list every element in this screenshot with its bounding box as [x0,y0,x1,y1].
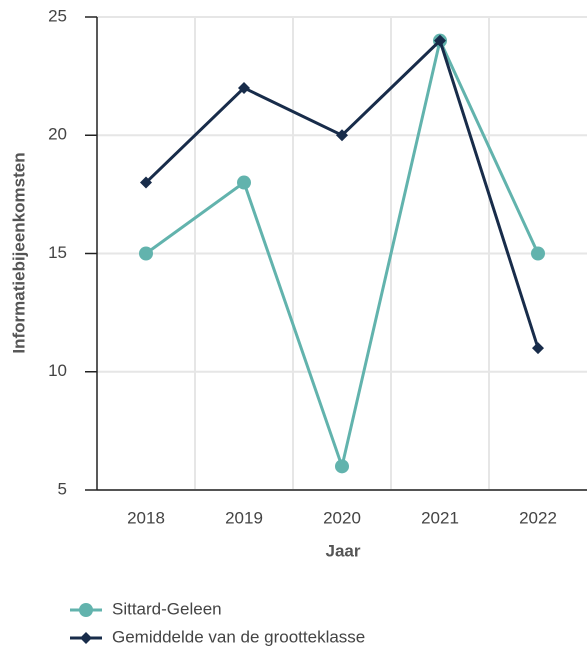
x-tick-label: 2021 [421,508,459,527]
y-tick-label: 10 [48,361,67,380]
marker [335,459,349,474]
marker [79,603,93,617]
marker [434,34,446,47]
marker [237,175,251,190]
y-axis-label: Informatiebijeenkomsten [9,152,28,353]
marker [531,246,545,261]
y-tick-label: 5 [58,479,67,498]
marker [80,632,92,644]
legend-label: Gemiddelde van de grootteklasse [112,627,365,646]
marker [336,129,348,142]
marker [139,246,153,261]
x-tick-label: 2019 [225,508,263,527]
y-tick-label: 15 [48,243,67,262]
x-axis-label: Jaar [326,541,361,560]
x-tick-label: 2022 [519,508,557,527]
series-line [144,37,540,349]
y-tick-label: 20 [48,125,67,144]
marker [238,81,250,94]
marker [532,342,544,355]
legend-label: Sittard-Geleen [112,599,222,618]
marker [140,176,152,189]
x-tick-label: 2018 [127,508,165,527]
y-tick-label: 25 [48,6,67,25]
x-tick-label: 2020 [323,508,361,527]
